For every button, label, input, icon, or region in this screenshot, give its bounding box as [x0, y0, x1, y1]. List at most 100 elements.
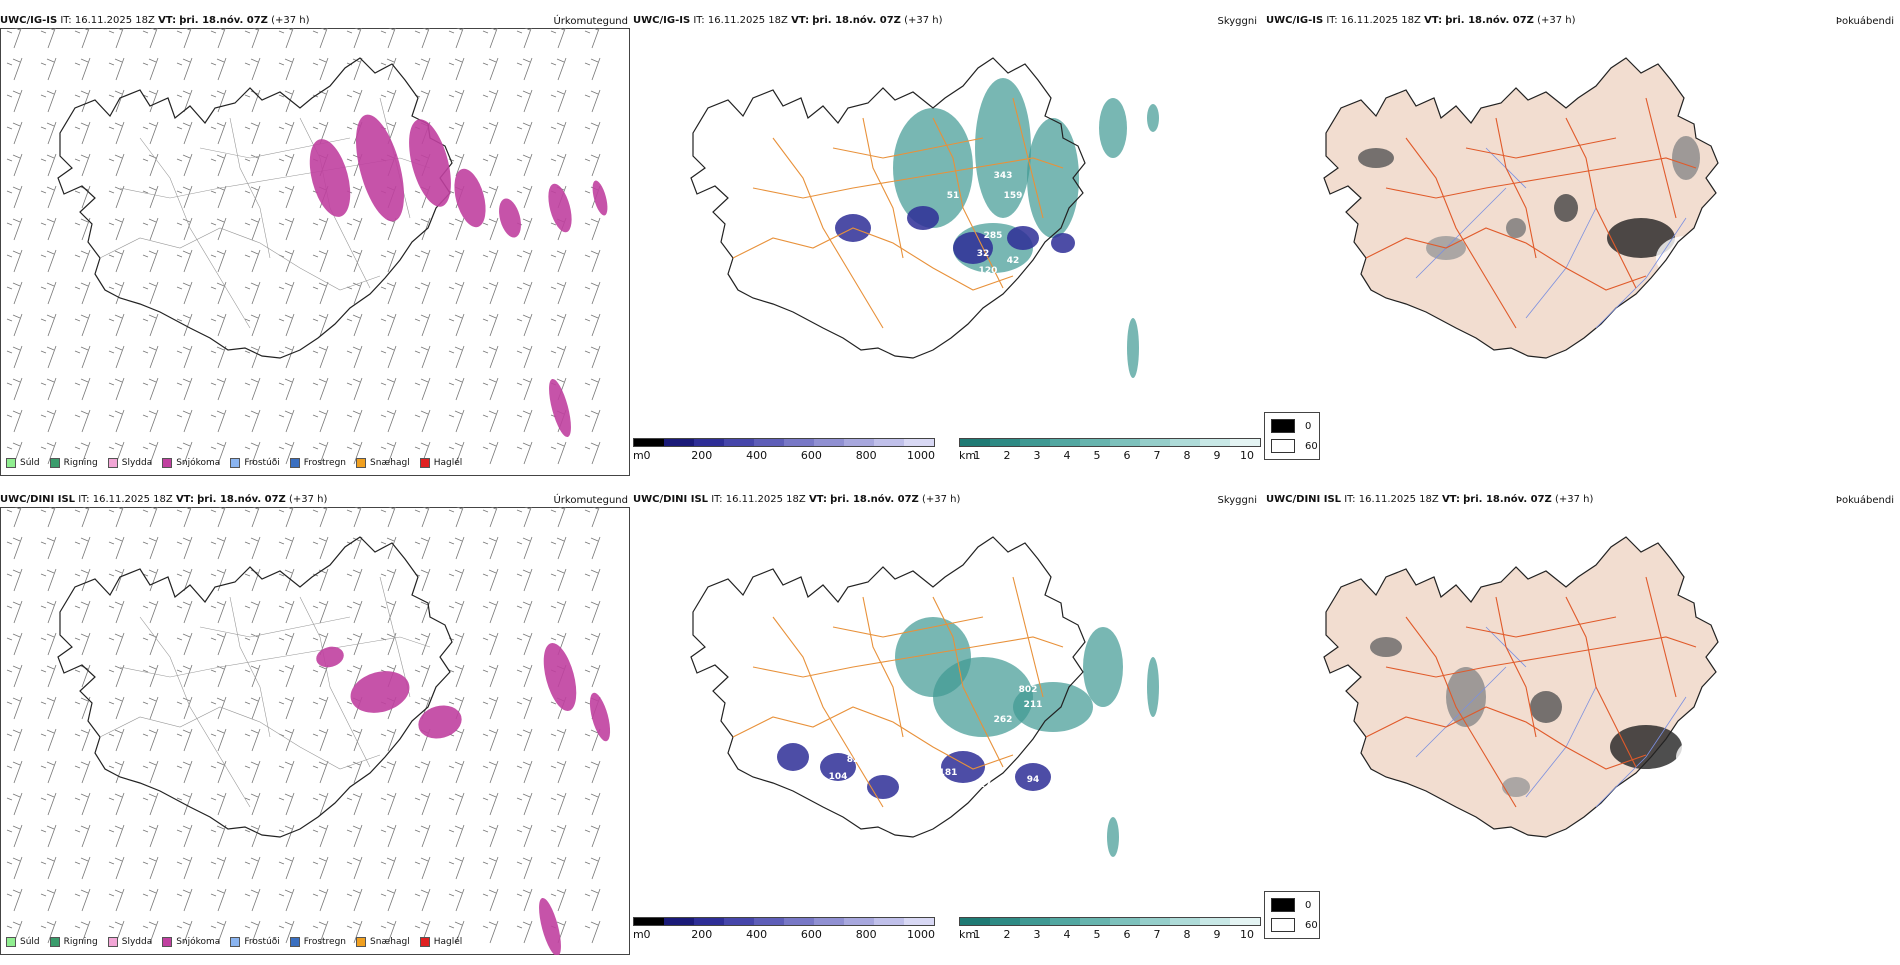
colorbar-tick: 1: [973, 928, 981, 941]
wind-barb: [278, 856, 295, 880]
wind-barb: [108, 536, 125, 560]
wind-barb: [380, 441, 397, 465]
wind-barb: [176, 664, 193, 688]
wind-barb: [312, 888, 329, 912]
wind-barb: [278, 121, 295, 145]
wind-barb: [482, 856, 499, 880]
wind-barb: [210, 888, 227, 912]
wind-barb: [516, 313, 533, 337]
wind-barb: [176, 536, 193, 560]
panel-title: Úrkomutegund: [553, 495, 628, 506]
it-label: IT:: [60, 15, 72, 26]
ceiling-label: 94: [1067, 261, 1080, 271]
wind-barb: [346, 89, 363, 113]
snow-areas: [309, 114, 608, 438]
wind-barb: [482, 536, 499, 560]
wind-barb: [210, 153, 227, 177]
legend-item: Súld: [6, 458, 40, 468]
road: [862, 117, 904, 259]
road-network: [732, 576, 1064, 808]
wind-barb: [40, 377, 57, 401]
wind-barb: [210, 185, 227, 209]
wind-barb: [482, 600, 499, 624]
ceiling-label: 181: [939, 768, 958, 778]
legend-item: Snæhagl: [356, 458, 410, 468]
wind-barb: [6, 888, 23, 912]
wind-barb: [244, 856, 261, 880]
road: [1405, 616, 1517, 808]
road: [1385, 636, 1697, 678]
wind-barb: [210, 920, 227, 944]
fog-area: [1610, 725, 1682, 769]
ceiling-label: 94: [1027, 775, 1040, 785]
wind-barb: [244, 792, 261, 816]
wind-barb: [516, 57, 533, 81]
legend-label: Snæhagl: [370, 937, 410, 947]
wind-barb: [516, 153, 533, 177]
colorbar-segment: [1170, 439, 1200, 446]
legend-label: Frostregn: [303, 458, 347, 468]
ceiling-label: 285: [984, 231, 1003, 241]
river: [1415, 666, 1507, 758]
wind-barb: [414, 313, 431, 337]
fog-area: [1554, 194, 1578, 222]
wind-barb: [312, 345, 329, 369]
wind-barb: [278, 377, 295, 401]
wind-barb: [482, 888, 499, 912]
wind-barb: [448, 377, 465, 401]
wind-barb: [6, 377, 23, 401]
wind-barb: [6, 632, 23, 656]
wind-barb: [210, 664, 227, 688]
wind-barb: [40, 153, 57, 177]
wind-barb: [448, 249, 465, 273]
road: [862, 596, 904, 738]
wind-barb: [482, 507, 498, 528]
panel-title: Þokuábendi: [1835, 16, 1894, 27]
wind-barb: [312, 600, 329, 624]
colorbar-segment: [1080, 918, 1110, 925]
legend-swatch: [356, 937, 367, 947]
wind-barb: [210, 281, 227, 305]
wind-barb: [278, 600, 295, 624]
wind-barb: [6, 536, 23, 560]
colorbar-segment: [960, 918, 990, 925]
panel-header: UWC/DINI ISL IT: 16.11.2025 18Z VT: þri.…: [633, 493, 960, 506]
wind-barb: [312, 792, 329, 816]
wind-barb: [74, 696, 91, 720]
colorbar-segment: [1020, 439, 1050, 446]
wind-barb: [210, 760, 227, 784]
wind-barb: [74, 28, 90, 49]
wind-barb: [448, 153, 465, 177]
wind-barb: [6, 568, 23, 592]
wind-barb: [108, 856, 125, 880]
road-network: [99, 576, 431, 808]
colorbar-segment: [634, 439, 664, 446]
legend-swatch: [107, 937, 118, 947]
snow-area: [356, 114, 404, 222]
road: [99, 227, 381, 291]
wind-barb: [312, 409, 329, 433]
colorbar-tick: 6: [1123, 928, 1131, 941]
road: [772, 616, 884, 808]
ceiling-label: 82: [847, 755, 860, 765]
precip-legend: Súld Rigning Slydda Snjókoma Frostúði Frostre…: [6, 458, 462, 468]
wind-barb: [482, 664, 499, 688]
fog-legend-bottom: 0 60: [1264, 891, 1320, 939]
wind-barb: [40, 888, 57, 912]
visibility-area: [1027, 118, 1079, 238]
wind-barb: [380, 313, 397, 337]
wind-barb: [142, 760, 159, 784]
wind-barb: [210, 28, 226, 49]
wind-barb: [516, 888, 533, 912]
colorbar-tick: 800: [855, 449, 877, 462]
legend-item: Rigning: [49, 937, 98, 947]
colorbar-tick: 400: [746, 449, 768, 462]
colorbar-segment: [754, 918, 784, 925]
wind-barb: [346, 377, 363, 401]
wind-barb: [346, 824, 363, 848]
wind-barb: [550, 249, 567, 273]
colorbar-segment: [1080, 439, 1110, 446]
wind-barb: [108, 89, 125, 113]
wind-barb: [244, 377, 261, 401]
road: [1365, 227, 1647, 291]
